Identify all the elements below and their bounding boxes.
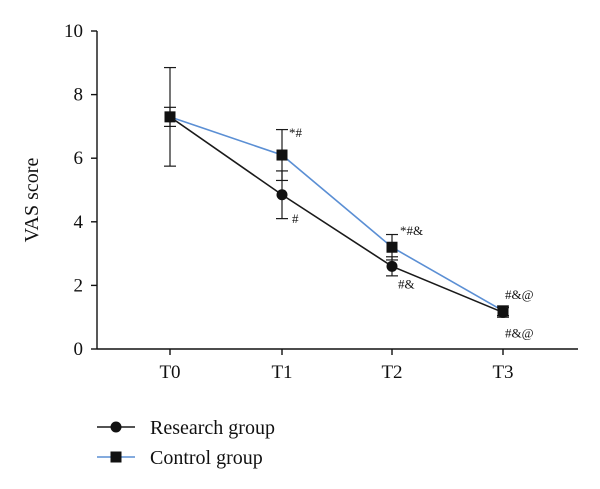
significance-annotation: #&@ [505, 287, 534, 302]
series-line [169, 116, 504, 312]
significance-annotation: #&@ [505, 325, 534, 340]
significance-annotation: *#& [400, 223, 423, 238]
significance-annotation: *# [289, 125, 303, 140]
legend-label: Control group [150, 447, 263, 469]
y-axis-title: VAS score [21, 158, 43, 243]
series-line [169, 116, 504, 314]
x-tick-label: T3 [492, 362, 513, 383]
x-tick-label: T0 [159, 362, 180, 383]
series-control-group [164, 106, 509, 317]
significance-annotation: #& [398, 276, 415, 291]
data-point-square [276, 149, 288, 161]
data-point-circle [386, 260, 398, 272]
legend-label: Research group [150, 417, 275, 439]
y-tick-label: 6 [74, 148, 84, 169]
data-point-circle [164, 111, 176, 123]
y-tick-label: 10 [64, 21, 83, 42]
data-point-square [386, 241, 398, 253]
x-tick-label: T1 [271, 362, 292, 383]
significance-annotation: # [292, 211, 299, 226]
x-tick-label: T2 [381, 362, 402, 383]
series-layer [164, 66, 509, 318]
annotation-layer: # #& #&@ *# *#& #&@ [289, 125, 534, 340]
y-tick-label: 0 [74, 339, 84, 360]
y-tick-label: 8 [74, 85, 84, 106]
y-tick-label: 2 [74, 275, 84, 296]
data-point-circle [497, 306, 509, 318]
y-tick-label: 4 [74, 212, 84, 233]
legend: Research group Control group [97, 417, 275, 469]
legend-marker-circle [110, 421, 122, 433]
legend-item: Control group [97, 447, 263, 469]
series-research-group [164, 66, 509, 318]
legend-item: Research group [97, 417, 275, 439]
legend-marker-square [110, 451, 122, 463]
data-point-circle [276, 189, 288, 201]
axes: 0 2 4 6 8 10 T0 T1 T2 T3 VAS score [21, 21, 578, 383]
